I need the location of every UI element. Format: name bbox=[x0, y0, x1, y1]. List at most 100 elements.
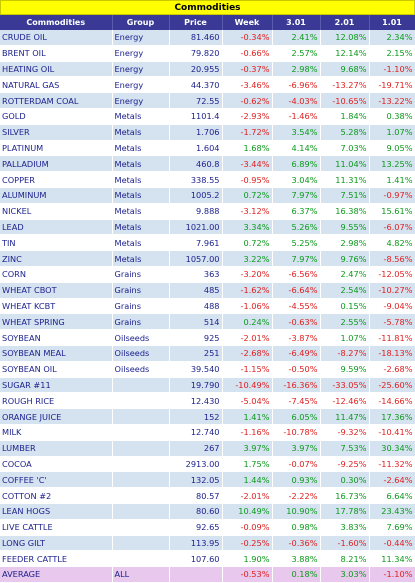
column-header-2-01[interactable]: 2.01 bbox=[320, 15, 370, 30]
week-change-cell: -0.37% bbox=[222, 61, 273, 78]
table-row[interactable]: WHEAT SPRING Grains 514 0.24% -0.63% 2.55% -5.… bbox=[0, 313, 415, 331]
week-change-cell: 3.22% bbox=[222, 250, 273, 267]
change-2-01-cell: 9.55% bbox=[320, 219, 370, 236]
table-row[interactable]: MILK 12.740 -1.16% -10.78% -9.32% -10.41% bbox=[0, 424, 415, 441]
table-row[interactable]: NICKEL Metals 9.888 -3.12% 6.37% 16.38% 15.61% bbox=[0, 203, 415, 220]
price-cell: 113.95 bbox=[169, 535, 223, 552]
table-row[interactable]: BRENT OIL Energy 79.820 -0.66% 2.57% 12.14% 2.… bbox=[0, 45, 415, 62]
group-cell: Metals bbox=[112, 155, 170, 173]
price-cell: 267 bbox=[169, 440, 223, 457]
change-2-01-cell: 5.28% bbox=[320, 124, 370, 141]
group-cell: Metals bbox=[112, 250, 170, 267]
table-row[interactable]: ROTTERDAM COAL Energy 72.55 -0.62% -4.03% -10… bbox=[0, 92, 415, 109]
column-header-group[interactable]: Group bbox=[112, 15, 170, 30]
change-1-01-cell: 9.05% bbox=[369, 140, 415, 157]
change-3-01-cell: 2.57% bbox=[272, 45, 321, 62]
table-row[interactable]: SOYBEAN Oilseeds 925 -2.01% -3.87% 1.07% -11.8… bbox=[0, 329, 415, 346]
column-header-price[interactable]: Price bbox=[169, 15, 223, 30]
change-1-01-cell: 2.15% bbox=[369, 45, 415, 62]
table-row[interactable]: CRUDE OIL Energy 81.460 -0.34% 2.41% 12.08% 2.… bbox=[0, 30, 415, 46]
commodity-name: COPPER bbox=[0, 171, 113, 188]
table-row[interactable]: HEATING OIL Energy 20.955 -0.37% 2.98% 9.68% -… bbox=[0, 61, 415, 78]
table-row[interactable]: LONG GILT 113.95 -0.25% -0.36% -1.60% -0.44% bbox=[0, 535, 415, 552]
week-change-cell: -2.01% bbox=[222, 329, 273, 346]
change-2-01-cell: 7.03% bbox=[320, 140, 370, 157]
commodity-name: BRENT OIL bbox=[0, 45, 113, 62]
group-cell: Grains bbox=[112, 266, 170, 283]
change-1-01-cell: 0.38% bbox=[369, 108, 415, 125]
commodity-name: LUMBER bbox=[0, 440, 113, 457]
table-row[interactable]: GOLD Metals 1101.4 -2.93% -1.46% 1.84% 0.38% bbox=[0, 108, 415, 125]
commodity-name: SOYBEAN bbox=[0, 329, 113, 346]
change-3-01-cell: 5.26% bbox=[272, 219, 321, 236]
table-row[interactable]: PALLADIUM Metals 460.8 -3.44% 6.89% 11.04% 13.… bbox=[0, 155, 415, 173]
table-row[interactable]: COTTON #2 80.57 -2.01% -2.22% 16.73% 6.64% bbox=[0, 487, 415, 504]
price-cell: 251 bbox=[169, 345, 223, 362]
commodity-name: LIVE CATTLE bbox=[0, 519, 113, 536]
change-1-01-cell: -9.04% bbox=[369, 298, 415, 315]
change-2-01-cell: 9.76% bbox=[320, 250, 370, 267]
column-header-week[interactable]: Week bbox=[222, 15, 273, 30]
change-1-01-cell: -11.81% bbox=[369, 329, 415, 346]
table-row[interactable]: SOYBEAN MEAL Oilseeds 251 -2.68% -6.49% -8.27… bbox=[0, 345, 415, 362]
average-group-cell: ALL bbox=[112, 566, 170, 583]
change-2-01-cell: 0.15% bbox=[320, 298, 370, 315]
table-row[interactable]: SUGAR #11 19.790 -10.49% -16.36% -33.05% -25.… bbox=[0, 377, 415, 394]
week-change-cell: -0.25% bbox=[222, 535, 273, 552]
table-row[interactable]: LUMBER 267 3.97% 3.97% 7.53% 30.34% bbox=[0, 440, 415, 457]
column-header-commodities[interactable]: Commodities bbox=[0, 15, 113, 30]
price-cell: 1021.00 bbox=[169, 219, 223, 236]
table-row[interactable]: SOYBEAN OIL Oilseeds 39.540 -1.15% -0.50% 9.5… bbox=[0, 361, 415, 378]
change-3-01-cell: 3.04% bbox=[272, 171, 321, 188]
table-row[interactable]: LEAN HOGS 80.60 10.49% 10.90% 17.78% 23.43% bbox=[0, 503, 415, 520]
group-cell: Energy bbox=[112, 61, 170, 78]
table-row[interactable]: COFFEE 'C' 132.05 1.44% 0.93% 0.30% -2.64% bbox=[0, 471, 415, 489]
commodity-name: SILVER bbox=[0, 124, 113, 141]
week-change-cell: -3.20% bbox=[222, 266, 273, 283]
change-3-01-cell: -16.36% bbox=[272, 377, 321, 394]
column-header-3-01[interactable]: 3.01 bbox=[272, 15, 321, 30]
column-header-1-01[interactable]: 1.01 bbox=[369, 15, 415, 30]
group-cell bbox=[112, 503, 170, 520]
change-1-01-cell: 30.34% bbox=[369, 440, 415, 457]
table-row[interactable]: ROUGH RICE 12.430 -5.04% -7.45% -12.46% -14.6… bbox=[0, 392, 415, 410]
table-row[interactable]: FEEDER CATTLE 107.60 1.90% 3.88% 8.21% 11.34% bbox=[0, 550, 415, 568]
table-row[interactable]: COPPER Metals 338.55 -0.95% 3.04% 11.31% 1.41% bbox=[0, 171, 415, 188]
table-row[interactable]: LEAD Metals 1021.00 3.34% 5.26% 9.55% -6.07% bbox=[0, 219, 415, 236]
week-change-cell: -1.15% bbox=[222, 361, 273, 378]
week-change-cell: 1.68% bbox=[222, 140, 273, 157]
table-row[interactable]: TIN Metals 7.961 0.72% 5.25% 2.98% 4.82% bbox=[0, 234, 415, 252]
table-row[interactable]: WHEAT KCBT Grains 488 -1.06% -4.55% 0.15% -9.0… bbox=[0, 298, 415, 315]
week-change-cell: 0.24% bbox=[222, 313, 273, 331]
table-row[interactable]: LIVE CATTLE 92.65 -0.09% 0.98% 3.83% 7.69% bbox=[0, 519, 415, 536]
table-row[interactable]: SILVER Metals 1.706 -1.72% 3.54% 5.28% 1.07% bbox=[0, 124, 415, 141]
table-row[interactable]: PLATINUM Metals 1.604 1.68% 4.14% 7.03% 9.05% bbox=[0, 140, 415, 157]
table-row[interactable]: WHEAT CBOT Grains 485 -1.62% -6.64% 2.54% -10.… bbox=[0, 282, 415, 299]
table-row[interactable]: ZINC Metals 1057.00 3.22% 7.97% 9.76% -8.56% bbox=[0, 250, 415, 267]
price-cell: 79.820 bbox=[169, 45, 223, 62]
week-change-cell: -1.06% bbox=[222, 298, 273, 315]
table-row[interactable]: ORANGE JUICE 152 1.41% 6.05% 11.47% 17.36% bbox=[0, 408, 415, 425]
change-2-01-cell: 1.84% bbox=[320, 108, 370, 125]
group-cell: Metals bbox=[112, 203, 170, 220]
change-2-01-cell: 7.53% bbox=[320, 440, 370, 457]
table-row[interactable]: NATURAL GAS Energy 44.370 -3.46% -6.96% -13.2… bbox=[0, 76, 415, 94]
week-change-cell: -10.49% bbox=[222, 377, 273, 394]
change-1-01-cell: 23.43% bbox=[369, 503, 415, 520]
change-2-01-cell: 9.59% bbox=[320, 361, 370, 378]
price-cell: 485 bbox=[169, 282, 223, 299]
price-cell: 338.55 bbox=[169, 171, 223, 188]
week-change-cell: -3.44% bbox=[222, 155, 273, 173]
change-2-01-cell: 3.83% bbox=[320, 519, 370, 536]
price-cell: 9.888 bbox=[169, 203, 223, 220]
week-change-cell: -1.62% bbox=[222, 282, 273, 299]
table-row[interactable]: ALUMINUM Metals 1005.2 0.72% 7.97% 7.51% -0.97… bbox=[0, 187, 415, 204]
change-3-01-cell: -6.64% bbox=[272, 282, 321, 299]
table-row[interactable]: CORN Grains 363 -3.20% -6.56% 2.47% -12.05% bbox=[0, 266, 415, 283]
table-row[interactable]: COCOA 2913.00 1.75% -0.07% -9.25% -11.32% bbox=[0, 456, 415, 473]
change-1-01-cell: -8.56% bbox=[369, 250, 415, 267]
commodity-name: WHEAT SPRING bbox=[0, 313, 113, 331]
change-3-01-cell: 5.25% bbox=[272, 234, 321, 252]
commodity-name: LEAN HOGS bbox=[0, 503, 113, 520]
